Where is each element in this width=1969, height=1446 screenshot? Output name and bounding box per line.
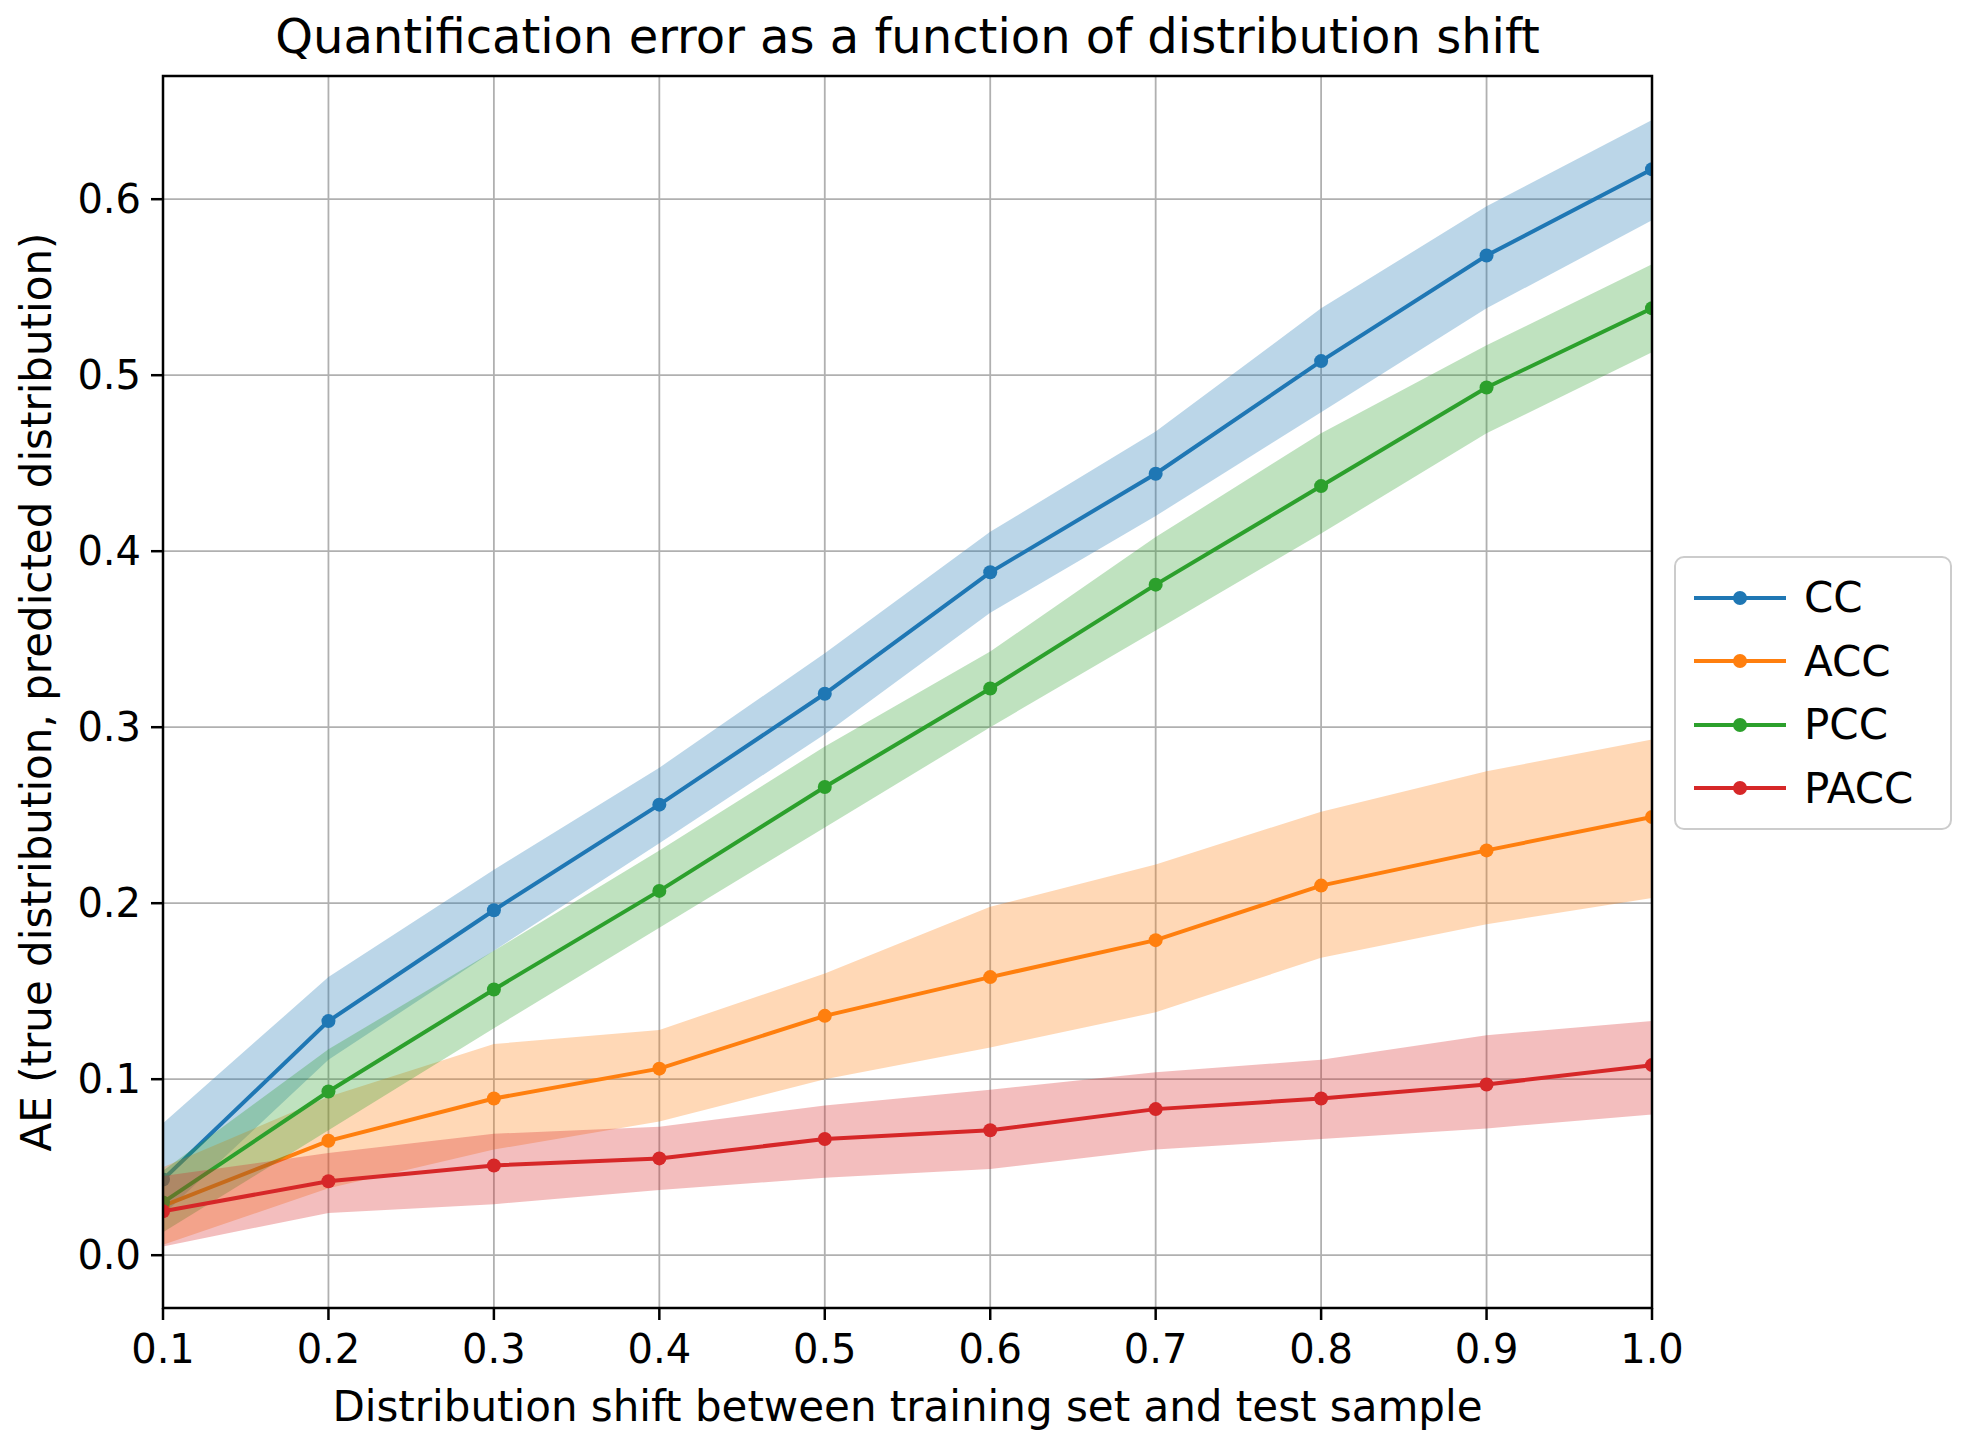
marker-PCC bbox=[818, 780, 832, 794]
legend-line-sample bbox=[1692, 652, 1788, 670]
marker-PACC bbox=[983, 1123, 997, 1137]
marker-CC bbox=[1314, 354, 1328, 368]
x-tick-label: 0.8 bbox=[1289, 1326, 1353, 1372]
marker-CC bbox=[1480, 249, 1494, 263]
marker-PCC bbox=[983, 681, 997, 695]
marker-PCC bbox=[652, 884, 666, 898]
marker-PACC bbox=[321, 1174, 335, 1188]
marker-ACC bbox=[1314, 879, 1328, 893]
marker-CC bbox=[818, 687, 832, 701]
x-tick-label: 0.9 bbox=[1455, 1326, 1519, 1372]
marker-ACC bbox=[1480, 843, 1494, 857]
marker-ACC bbox=[818, 1009, 832, 1023]
marker-PACC bbox=[487, 1158, 501, 1172]
marker-PACC bbox=[1480, 1077, 1494, 1091]
legend-label: CC bbox=[1804, 573, 1863, 622]
legend-entry-PACC: PACC bbox=[1676, 764, 1950, 813]
x-tick-label: 0.4 bbox=[628, 1326, 692, 1372]
marker-PCC bbox=[1314, 479, 1328, 493]
marker-CC bbox=[983, 565, 997, 579]
legend-label: PACC bbox=[1804, 764, 1913, 813]
legend-line-sample bbox=[1692, 779, 1788, 797]
marker-PACC bbox=[652, 1151, 666, 1165]
x-tick-label: 0.3 bbox=[462, 1326, 526, 1372]
y-tick-label: 0.1 bbox=[77, 1056, 141, 1102]
marker-CC bbox=[652, 798, 666, 812]
y-tick-label: 0.5 bbox=[77, 352, 141, 398]
marker-PCC bbox=[487, 982, 501, 996]
marker-ACC bbox=[1149, 933, 1163, 947]
marker-ACC bbox=[321, 1134, 335, 1148]
marker-ACC bbox=[983, 970, 997, 984]
x-tick-label: 0.5 bbox=[793, 1326, 857, 1372]
marker-PACC bbox=[1314, 1092, 1328, 1106]
x-tick-label: 0.1 bbox=[131, 1326, 195, 1372]
marker-PCC bbox=[321, 1085, 335, 1099]
legend: CC ACC PCC PACC bbox=[1674, 556, 1952, 830]
legend-line-sample bbox=[1692, 716, 1788, 734]
x-tick-label: 0.7 bbox=[1124, 1326, 1188, 1372]
legend-entry-PCC: PCC bbox=[1676, 700, 1950, 749]
legend-line-sample bbox=[1692, 589, 1788, 607]
marker-CC bbox=[487, 903, 501, 917]
y-tick-label: 0.2 bbox=[77, 880, 141, 926]
x-tick-label: 1.0 bbox=[1620, 1326, 1684, 1372]
legend-entry-CC: CC bbox=[1676, 573, 1950, 622]
y-tick-label: 0.4 bbox=[77, 528, 141, 574]
marker-ACC bbox=[487, 1092, 501, 1106]
marker-CC bbox=[321, 1014, 335, 1028]
y-tick-label: 0.6 bbox=[77, 176, 141, 222]
legend-label: ACC bbox=[1804, 637, 1891, 686]
marker-CC bbox=[1149, 467, 1163, 481]
y-tick-label: 0.3 bbox=[77, 704, 141, 750]
legend-label: PCC bbox=[1804, 700, 1888, 749]
marker-PCC bbox=[1149, 578, 1163, 592]
y-tick-label: 0.0 bbox=[77, 1232, 141, 1278]
legend-entry-ACC: ACC bbox=[1676, 637, 1950, 686]
marker-ACC bbox=[652, 1062, 666, 1076]
x-tick-label: 0.2 bbox=[297, 1326, 361, 1372]
x-tick-label: 0.6 bbox=[958, 1326, 1022, 1372]
chart-figure: Quantification error as a function of di… bbox=[0, 0, 1969, 1446]
marker-PCC bbox=[1480, 381, 1494, 395]
marker-PACC bbox=[818, 1132, 832, 1146]
marker-PACC bbox=[1149, 1102, 1163, 1116]
